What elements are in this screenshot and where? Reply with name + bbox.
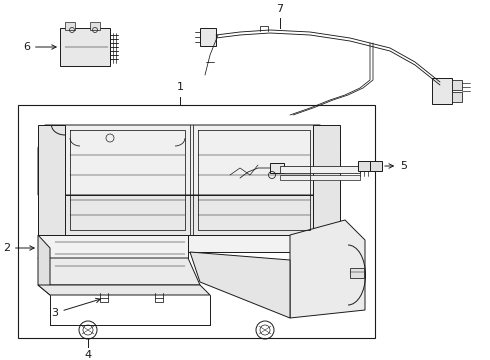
Polygon shape (38, 258, 200, 285)
Bar (280, 175, 360, 180)
Text: 4: 4 (84, 350, 92, 360)
Bar (90, 22, 100, 30)
Bar (432, 78, 452, 104)
Polygon shape (313, 125, 340, 235)
Polygon shape (38, 285, 210, 295)
Polygon shape (38, 235, 50, 295)
Polygon shape (290, 220, 365, 318)
Polygon shape (38, 125, 65, 235)
Bar (200, 28, 216, 46)
Polygon shape (38, 125, 340, 195)
Bar (350, 268, 364, 278)
Bar (280, 166, 360, 173)
Text: 5: 5 (385, 161, 407, 171)
Bar (65, 22, 75, 30)
Text: 7: 7 (276, 4, 284, 14)
Bar (358, 161, 370, 171)
Text: 3: 3 (51, 298, 100, 318)
Text: 1: 1 (176, 82, 183, 92)
Bar (452, 92, 462, 102)
Polygon shape (38, 195, 340, 235)
Polygon shape (188, 235, 290, 252)
Text: 2: 2 (3, 243, 34, 253)
Text: 6: 6 (23, 42, 56, 52)
Bar (370, 161, 382, 171)
Bar (60, 28, 110, 66)
Bar (270, 163, 284, 173)
Polygon shape (38, 235, 188, 258)
Bar (18, 105, 375, 338)
Bar (452, 80, 462, 90)
Polygon shape (190, 252, 290, 318)
